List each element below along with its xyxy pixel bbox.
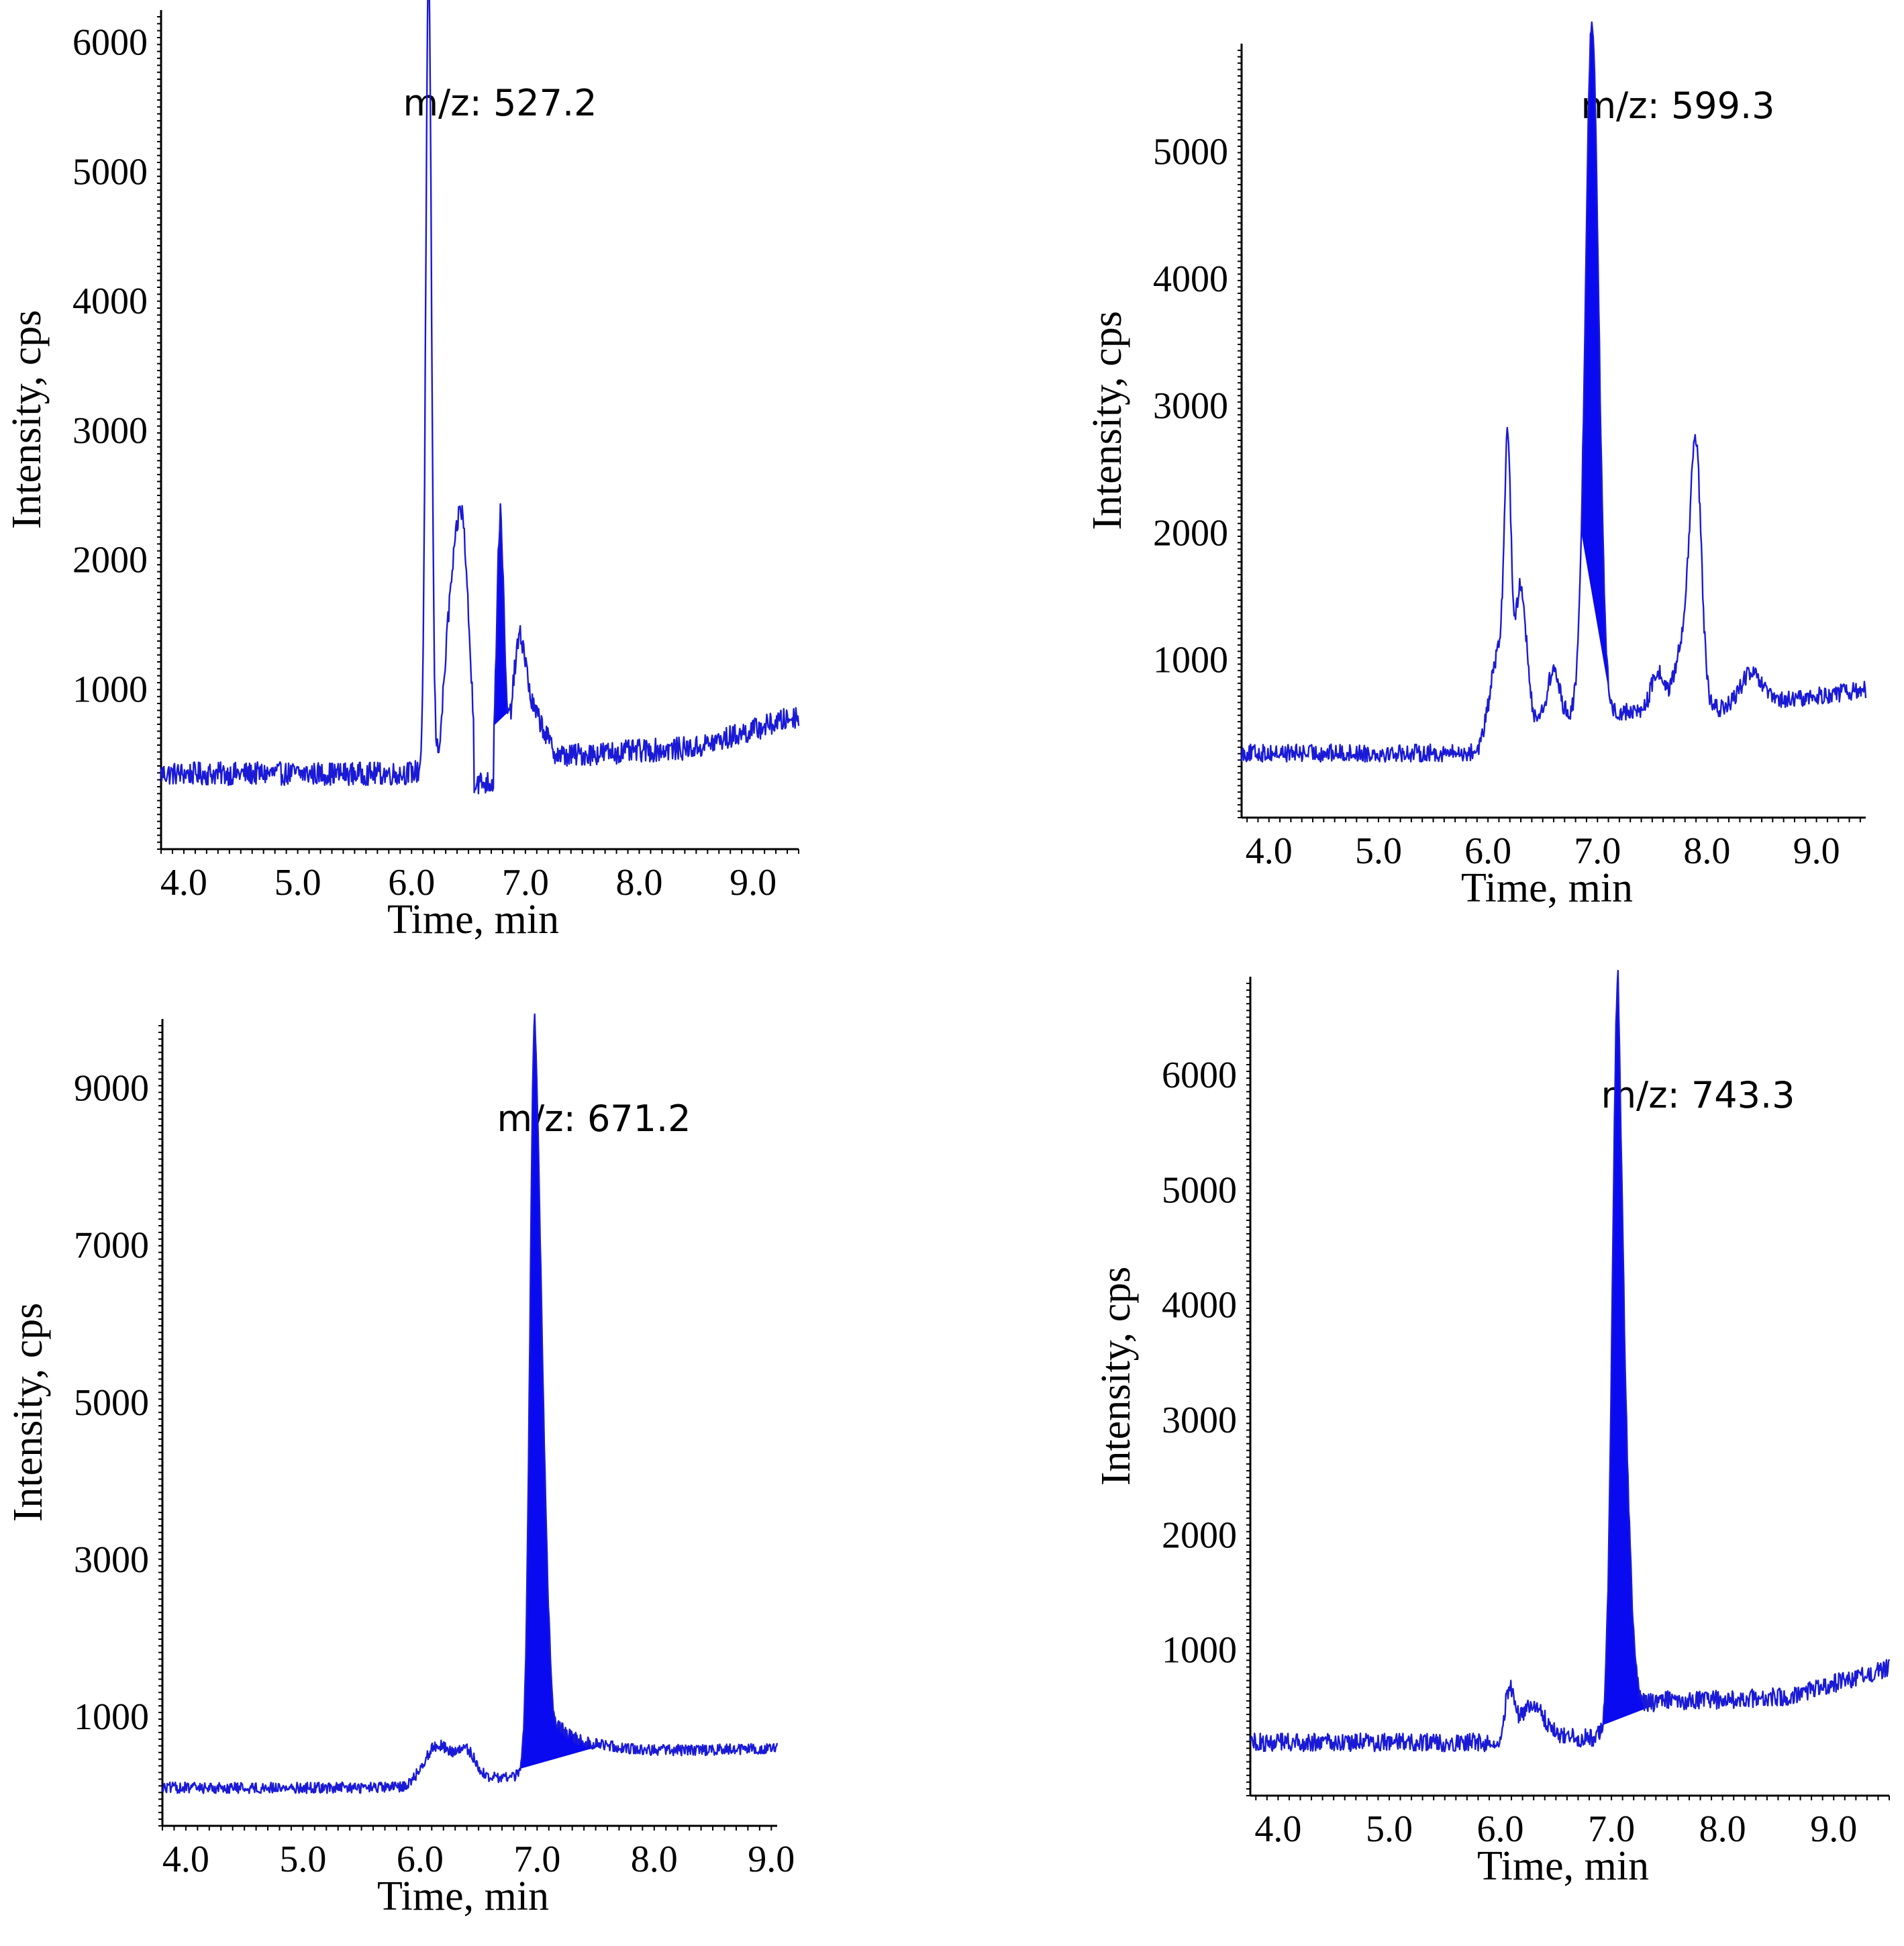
y-tick-label: 6000	[1162, 1055, 1237, 1096]
x-tick-label: 9.0	[1793, 830, 1840, 872]
mz-annotation: m/z: 599.3	[1581, 85, 1774, 127]
y-tick-label: 2000	[72, 540, 148, 581]
y-tick-label: 3000	[72, 410, 148, 452]
x-tick-label: 5.0	[1355, 830, 1402, 872]
x-tick-label: 7.0	[1588, 1808, 1635, 1850]
y-tick-label: 1000	[1162, 1630, 1237, 1671]
mz-annotation: m/z: 743.3	[1601, 1074, 1795, 1116]
x-tick-label: 9.0	[1810, 1808, 1857, 1850]
chromatogram-trace	[161, 1013, 779, 1794]
x-tick-label: 6.0	[1464, 830, 1511, 872]
x-tick-label: 5.0	[279, 1839, 326, 1880]
x-tick-label: 7.0	[1574, 830, 1621, 872]
y-tick-label: 3000	[1153, 385, 1228, 427]
y-axis-title: Intensity, cps	[1085, 311, 1130, 530]
y-tick-label: 2000	[1153, 512, 1228, 554]
y-tick-label: 3000	[1162, 1400, 1237, 1441]
x-tick-label: 4.0	[1246, 830, 1293, 872]
y-axis-title: Intensity, cps	[1093, 1267, 1139, 1486]
chromatogram-trace	[160, 0, 800, 795]
x-axis-title: Time, min	[377, 1874, 549, 1919]
mz-annotation: m/z: 527.2	[403, 82, 597, 124]
y-axis-title: Intensity, cps	[5, 1303, 51, 1522]
x-tick-label: 8.0	[1699, 1808, 1746, 1850]
chromatogram-panel-743: 4.0 5.0 6.0 7.0 8.0 9.0 1000 2000 3000 4000 5000 60…	[1093, 969, 1891, 1889]
y-tick-label: 5000	[74, 1382, 149, 1424]
chromatogram-trace	[1240, 21, 1867, 763]
x-tick-label: 9.0	[730, 862, 776, 904]
x-tick-label: 5.0	[1366, 1808, 1413, 1850]
mz-annotation: m/z: 671.2	[497, 1098, 691, 1140]
y-tick-label: 1000	[1153, 640, 1228, 681]
x-tick-label: 7.0	[502, 862, 549, 904]
x-tick-label: 8.0	[631, 1839, 678, 1880]
x-tick-label: 6.0	[388, 862, 435, 904]
x-tick-label: 8.0	[1683, 830, 1730, 872]
x-tick-label: 5.0	[274, 862, 321, 904]
x-tick-label: 8.0	[616, 862, 663, 904]
x-tick-label: 6.0	[397, 1839, 444, 1880]
y-tick-label: 2000	[1162, 1514, 1237, 1556]
x-tick-label: 6.0	[1477, 1808, 1524, 1850]
y-tick-label: 4000	[72, 281, 148, 322]
y-tick-label: 9000	[74, 1068, 149, 1110]
x-tick-label: 9.0	[748, 1839, 795, 1880]
y-tick-label: 4000	[1162, 1285, 1237, 1326]
chromatogram-trace	[1250, 969, 1891, 1753]
y-tick-label: 6000	[72, 22, 148, 64]
x-axis-title: Time, min	[1477, 1843, 1649, 1889]
y-tick-label: 5000	[72, 151, 148, 193]
chromatogram-panel-671: 4.0 5.0 6.0 7.0 8.0 9.0 1000 3000 5000 7000 9000 Ti…	[5, 1013, 795, 1919]
x-axis-title: Time, min	[387, 897, 559, 942]
x-tick-label: 7.0	[513, 1839, 560, 1880]
y-tick-label: 5000	[1153, 131, 1228, 173]
x-axis-title: Time, min	[1461, 865, 1633, 911]
chromatogram-panel-527: 4.0 5.0 6.0 7.0 8.0 9.0 1000 2000 3000 4000 5000 60…	[4, 0, 800, 942]
y-tick-label: 3000	[74, 1539, 149, 1581]
y-axis-title: Intensity, cps	[4, 310, 50, 530]
x-tick-label: 4.0	[162, 1839, 209, 1880]
y-tick-label: 5000	[1162, 1169, 1237, 1211]
y-tick-label: 1000	[72, 669, 148, 710]
x-tick-label: 4.0	[160, 862, 207, 904]
y-tick-label: 7000	[74, 1225, 149, 1267]
chromatogram-panel-599: 4.0 5.0 6.0 7.0 8.0 9.0 1000 2000 3000 4000 5000 Ti…	[1085, 21, 1867, 911]
y-tick-label: 4000	[1153, 258, 1228, 300]
x-tick-label: 4.0	[1254, 1808, 1301, 1850]
y-tick-label: 1000	[74, 1696, 149, 1738]
